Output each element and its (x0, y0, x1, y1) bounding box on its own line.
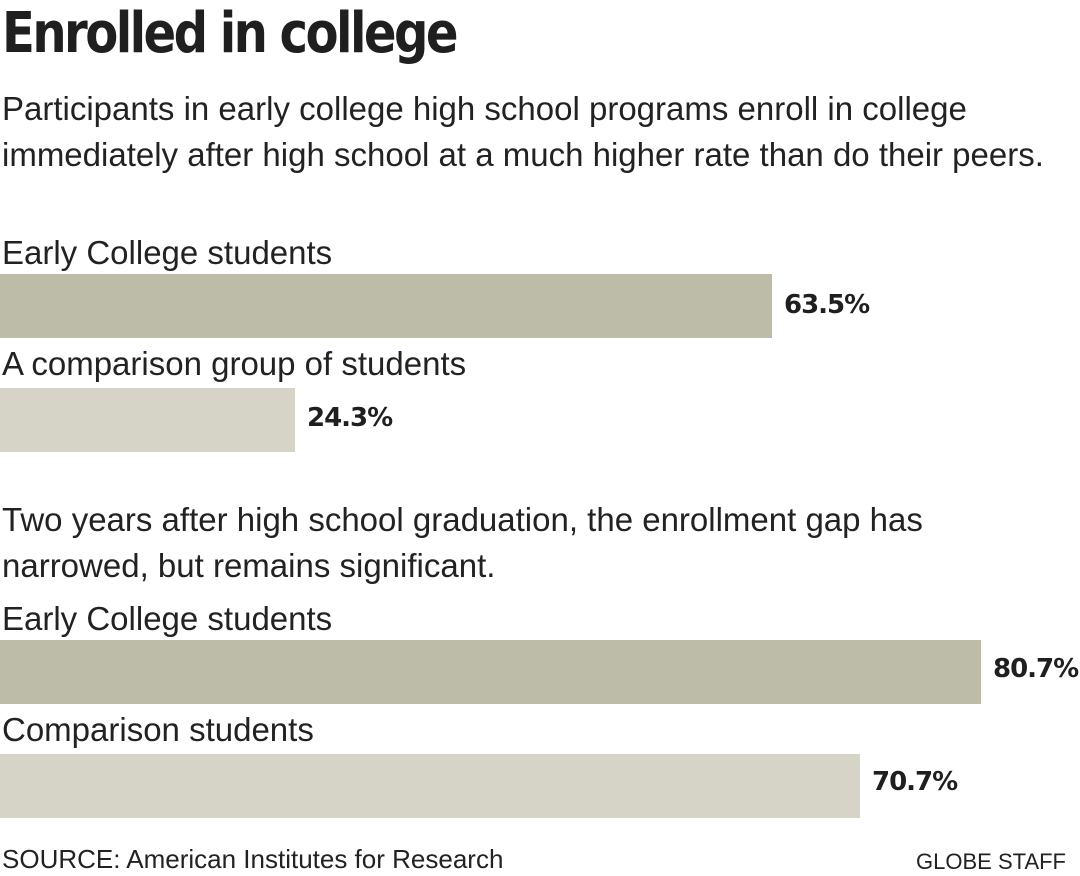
bar-label-comparison-group: A comparison group of students (2, 345, 467, 382)
bar-comparison-students (0, 754, 860, 818)
bar-label-early-college-2: Early College students (2, 600, 333, 637)
chart-title: Enrolled in college (2, 1, 459, 66)
bar-label-comparison-students: Comparison students (2, 711, 314, 748)
bar-value-early-college-1: 63.5% (784, 290, 870, 320)
section-1-description: Participants in early college high schoo… (2, 90, 1044, 173)
bar-value-comparison-group: 24.3% (307, 403, 393, 433)
bar-early-college-1 (0, 274, 772, 338)
bar-label-early-college-1: Early College students (2, 234, 333, 271)
bar-value-early-college-2: 80.7% (993, 654, 1079, 684)
bar-comparison-group (0, 388, 295, 452)
section-2-description: Two years after high school graduation, … (2, 501, 923, 584)
credit-note: GLOBE STAFF (916, 849, 1066, 874)
source-note: SOURCE: American Institutes for Research (2, 844, 504, 874)
bar-value-comparison-students: 70.7% (872, 767, 958, 797)
bar-early-college-2 (0, 640, 981, 704)
